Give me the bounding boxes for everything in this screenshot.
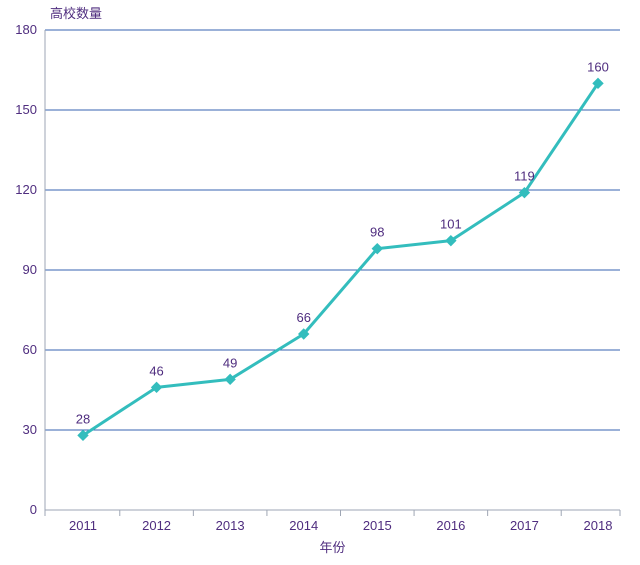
x-tick-label: 2017 xyxy=(510,518,539,533)
data-label: 101 xyxy=(440,217,462,232)
y-axis-title: 高校数量 xyxy=(50,6,102,21)
y-tick-label: 90 xyxy=(23,262,37,277)
y-tick-label: 120 xyxy=(15,182,37,197)
x-tick-label: 2013 xyxy=(216,518,245,533)
x-tick-label: 2011 xyxy=(69,518,97,533)
x-tick-label: 2018 xyxy=(584,518,613,533)
x-tick-label: 2012 xyxy=(142,518,171,533)
x-tick-label: 2014 xyxy=(289,518,318,533)
chart-svg: 0 30 60 90 120 150 180 高校数量 2011 2012 2013 2014 2015… xyxy=(0,0,640,565)
y-tick-label: 60 xyxy=(23,342,37,357)
line-chart: 0 30 60 90 120 150 180 高校数量 2011 2012 2013 2014 2015… xyxy=(0,0,640,565)
y-tick-label: 180 xyxy=(15,22,37,37)
data-label: 98 xyxy=(370,225,384,240)
y-tick-label: 30 xyxy=(23,422,37,437)
data-label: 160 xyxy=(587,59,609,74)
data-label: 49 xyxy=(223,355,237,370)
x-tick-label: 2016 xyxy=(436,518,465,533)
x-axis-title: 年份 xyxy=(319,540,345,555)
data-label: 46 xyxy=(149,363,163,378)
data-label: 28 xyxy=(76,411,90,426)
series-line xyxy=(83,83,598,435)
data-label: 66 xyxy=(296,310,310,325)
data-label: 119 xyxy=(514,169,535,184)
y-tick-label: 0 xyxy=(30,502,37,517)
x-tick-label: 2015 xyxy=(363,518,392,533)
y-tick-label: 150 xyxy=(15,102,37,117)
